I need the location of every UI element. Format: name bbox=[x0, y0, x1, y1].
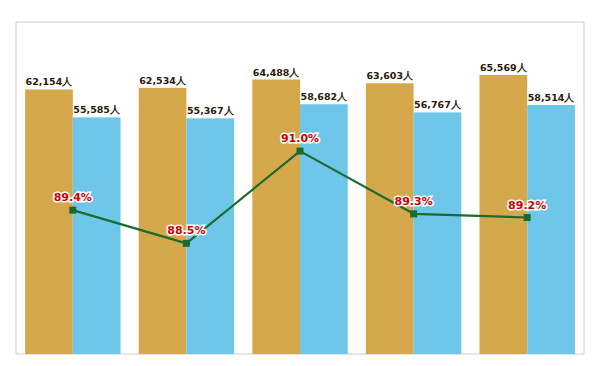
bar-label: 65,569人 bbox=[480, 62, 528, 73]
bar-label: 64,488人 bbox=[253, 67, 301, 78]
plot-frame bbox=[16, 22, 584, 354]
bar bbox=[25, 89, 73, 354]
bar bbox=[73, 117, 121, 354]
bar-label: 62,534人 bbox=[139, 75, 187, 86]
bar bbox=[139, 88, 187, 354]
line-marker bbox=[69, 207, 76, 214]
line-label: 89.4% bbox=[54, 191, 92, 204]
bar-label: 56,767人 bbox=[414, 99, 462, 110]
bar-label: 62,154人 bbox=[26, 76, 74, 87]
chart: 62,154人 62,534人 64,488人 63,603人 65,569人 55,58… bbox=[0, 0, 600, 366]
labels: 62,154人 62,534人 64,488人 63,603人 65,569人 55,58… bbox=[26, 62, 576, 237]
bar-label: 58,682人 bbox=[301, 91, 349, 102]
bar bbox=[414, 112, 462, 354]
bar bbox=[527, 105, 575, 354]
line-label: 89.2% bbox=[508, 199, 546, 212]
chart-container: 62,154人 62,534人 64,488人 63,603人 65,569人 55,58… bbox=[0, 0, 600, 366]
bar bbox=[252, 80, 300, 354]
line-marker bbox=[524, 214, 531, 221]
line-marker bbox=[297, 148, 304, 155]
plot-area bbox=[25, 75, 575, 354]
line-label: 91.0% bbox=[281, 132, 319, 145]
line bbox=[73, 151, 527, 243]
bar bbox=[366, 83, 414, 354]
line-marker bbox=[410, 210, 417, 217]
bar-label: 55,585人 bbox=[73, 104, 121, 115]
line-label: 88.5% bbox=[167, 224, 205, 237]
bar-label: 55,367人 bbox=[187, 105, 235, 116]
bar-label: 63,603人 bbox=[366, 70, 414, 81]
bar bbox=[479, 75, 527, 354]
line-marker bbox=[183, 240, 190, 247]
bar-label: 58,514人 bbox=[528, 92, 576, 103]
line-label: 89.3% bbox=[395, 195, 433, 208]
